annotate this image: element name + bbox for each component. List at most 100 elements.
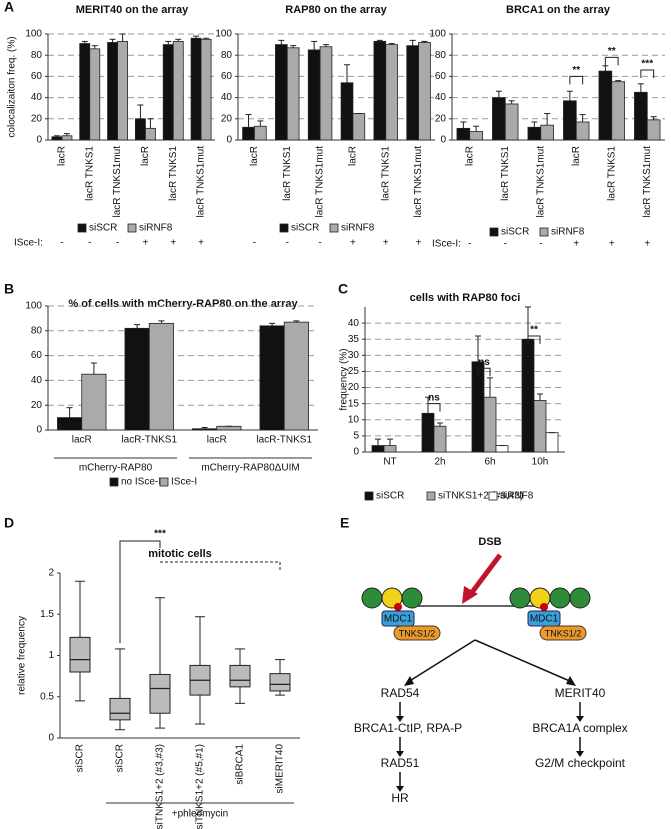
y-tick-label: 30 [348,350,360,361]
x-tick-label: siTNKS1+2 (#3,#3) [155,744,166,829]
bar [545,432,559,453]
significance-label: *** [154,529,166,540]
tnks-box [539,625,587,641]
bar [373,41,387,141]
y-tick-label: 15 [348,398,360,409]
bar [483,396,497,453]
isce-mark: - [318,238,321,249]
x-tick-label: lacR TNKS1mut [535,146,546,218]
x-tick-label: lacR-TNKS1 [121,435,177,446]
y-tick-label: 20 [348,382,360,393]
isce-mark: - [539,239,542,250]
dsb-arrowhead [462,586,478,604]
bar [533,400,547,453]
box [109,697,131,721]
y-tick-label: 0 [226,135,232,146]
isce-mark: - [286,238,289,249]
isce-mark: - [60,238,63,249]
legend-swatch [159,477,169,487]
isce-mark: + [416,238,422,249]
legend-swatch [426,491,436,501]
x-tick-label: 10h [532,457,549,468]
significance-bracket [160,561,281,570]
y-tick-label: 60 [31,71,43,82]
mdc1-label: MDC1 [530,614,559,625]
group-label: mCherry-RAP80ΔUIM [201,463,299,474]
significance-label: ** [572,65,580,76]
isce-mark: - [504,239,507,250]
legend-swatch [489,227,499,237]
x-tick-label: siTNKS1+2 (#5,#1) [195,744,206,829]
panel-label: D [4,515,14,531]
isce-mark: - [116,238,119,249]
x-tick-label: lacR [249,146,260,166]
significance-label: ** [530,325,538,336]
legend-swatch [109,477,119,487]
y-tick-label: 60 [435,71,447,82]
chart-title: cells with RAP80 foci [410,292,521,304]
bar [456,127,471,141]
legend-label: siSCR [89,223,117,234]
legend-label: siRNF8 [551,227,585,238]
bar [433,425,447,453]
bar [216,425,242,431]
legend-swatch [127,223,137,233]
y-tick-label: 20 [435,113,447,124]
legend-label: siTNKS1+2 (#3,#3) [438,491,523,502]
bar [89,48,101,141]
bar [124,327,150,431]
node: G2/M checkpoint [535,756,626,770]
node: BRCA1A complex [532,721,627,735]
bar [371,445,385,453]
box [229,664,251,688]
x-tick-label: lacR TNKS1mut [413,146,424,218]
significance-bracket [604,56,619,66]
legend-label: siRNF8 [139,223,173,234]
x-tick-label: lacR-TNKS1 [256,435,312,446]
bar [190,37,202,141]
legend-swatch [329,223,339,233]
x-tick-label: siSCR [115,744,126,772]
chart-title: MERIT40 on the array [76,4,189,16]
isce-label: ISce-I: [14,238,43,249]
y-tick-label: 100 [215,29,232,40]
x-tick-label: siSCR [75,744,86,772]
x-tick-label: lacR TNKS1mut [315,146,326,218]
bar [521,338,535,453]
y-tick-label: 20 [31,113,43,124]
y-tick-label: 20 [221,113,233,124]
bar [634,91,648,141]
mdc1-label: MDC1 [384,614,413,625]
legend-label: ISce-I [171,477,197,488]
dsb-arrow [468,553,502,597]
bar [145,127,156,141]
x-tick-label: lacR TNKS1 [168,146,179,201]
nucleosomes [361,587,591,611]
x-tick-label: lacR TNKS1 [606,146,617,201]
isce-mark: + [573,239,579,250]
significance-bracket [427,403,441,412]
bar [148,322,174,431]
bar [504,103,519,141]
node: HR [391,791,409,805]
bar [383,445,397,453]
x-tick-label: lacR [464,146,475,166]
significance-bracket [477,367,491,377]
isce-mark: + [142,238,148,249]
y-tick-label: 80 [31,50,43,61]
bar [283,321,309,431]
x-tick-label: lacR [72,435,92,446]
x-tick-label: siMERIT40 [275,744,286,794]
y-tick-label: 0.5 [40,691,54,702]
mdc1-box [381,610,415,627]
y-tick-label: 60 [221,71,233,82]
isce-mark: - [253,238,256,249]
y-tick-label: 0 [36,135,42,146]
y-axis-label: colocalizaiton freq. (%) [7,36,18,137]
node: BRCA1-CtIP, RPA-P [354,721,462,735]
bar [162,44,174,141]
x-tick-label: NT [383,457,396,468]
y-tick-label: 0 [353,447,359,458]
bar [495,445,509,453]
